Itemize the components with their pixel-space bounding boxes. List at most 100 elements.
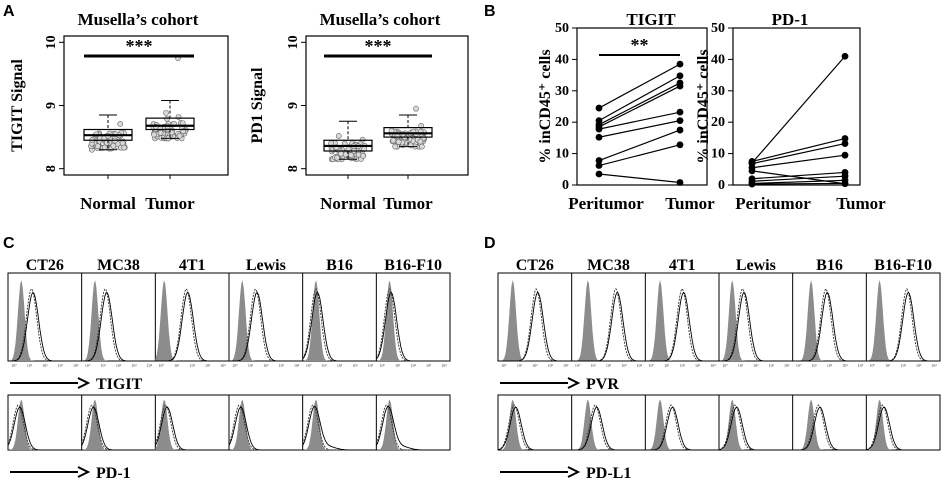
data-point (407, 142, 414, 149)
pair-line (598, 111, 681, 130)
box (145, 117, 195, 131)
data-point-tumor (841, 140, 849, 147)
stained-histogram (866, 291, 940, 362)
pair-line (751, 179, 846, 185)
axis-tick-label: 10² (827, 363, 833, 368)
y-tick-label: 9 (286, 102, 301, 109)
axis-tick-label: 10⁰ (649, 363, 655, 368)
data-point-tumor (841, 180, 849, 188)
panel-letter-b: B (484, 3, 496, 20)
x-category-label: Normal (320, 194, 376, 213)
outlier-point (413, 105, 419, 112)
data-point (334, 154, 340, 161)
axis-arrowhead (77, 466, 91, 478)
y-tick-label: 50 (711, 21, 725, 36)
stained-histogram-dashed (155, 288, 229, 362)
axis-tick-label: 10⁰ (159, 363, 165, 368)
axis-tick-label: 10¹ (100, 363, 106, 368)
stained-histogram (645, 406, 719, 451)
column-label: B16-F10 (874, 257, 932, 274)
y-tick-label: 9 (44, 102, 59, 109)
column-label: CT26 (26, 257, 64, 274)
axis-tick-label: 10⁴ (368, 363, 374, 368)
y-axis-label: % inCD45⁺ cells (695, 49, 712, 163)
data-point (94, 143, 101, 150)
data-point (163, 109, 169, 116)
pair-line (598, 120, 681, 138)
axis-tick-label: 10⁴ (73, 363, 79, 368)
pair-line (598, 75, 681, 122)
data-point-peritumor (595, 117, 603, 125)
stained-histogram-dashed (571, 404, 646, 451)
column-label: Lewis (246, 257, 286, 274)
axis-tick-label: 10⁴ (441, 363, 447, 368)
data-point (392, 143, 399, 150)
axis-tick-label: 10³ (621, 363, 627, 368)
x-category-label: Tumor (145, 194, 195, 213)
axis-tick-label: 10¹ (738, 363, 744, 368)
axis-tick-label: 10¹ (27, 363, 33, 368)
stained-histogram (81, 406, 156, 451)
isotype-histogram (302, 280, 377, 361)
axis-tick-label: 10¹ (664, 363, 670, 368)
data-point-peritumor (595, 133, 603, 141)
isotype-histogram (866, 399, 940, 450)
stained-histogram-dashed (792, 404, 867, 451)
axis-tick-label: 10³ (58, 363, 64, 368)
data-point (348, 152, 354, 159)
chart-layer: Musella’s cohort 8 9 10 TIGIT Signal Normal Tu… (7, 10, 941, 482)
stained-histogram (645, 291, 719, 362)
stained-histogram (571, 406, 646, 451)
pair-line (751, 55, 846, 164)
axis-tick-label: 10³ (695, 363, 701, 368)
data-point-peritumor (595, 157, 603, 164)
panel-letter-d: D (484, 235, 496, 252)
x-category-label: Normal (80, 194, 136, 213)
data-point (417, 138, 424, 145)
plot-frame (732, 27, 861, 186)
data-point (117, 120, 124, 127)
axis-tick-label: 10² (190, 363, 196, 368)
column-label: B16 (326, 257, 353, 274)
data-point-peritumor (595, 170, 603, 178)
y-tick-label: 20 (555, 115, 569, 130)
data-point (338, 150, 344, 157)
axis-tick-label: 10² (606, 363, 612, 368)
isotype-histogram (8, 280, 82, 361)
data-point (390, 137, 397, 144)
axis-tick-label: 10² (532, 363, 538, 368)
data-point (418, 143, 425, 150)
axis-arrowhead (567, 377, 581, 389)
stained-histogram (302, 291, 377, 362)
data-point-tumor (676, 179, 684, 186)
x-category-label: Peritumor (568, 194, 644, 213)
data-point-tumor (676, 60, 684, 68)
stained-histogram (498, 292, 572, 362)
axis-tick-label: 10² (753, 363, 759, 368)
y-tick-label: 10 (44, 35, 59, 49)
isotype-histogram (155, 399, 229, 450)
marker-label: TIGIT (96, 376, 143, 393)
pair-line (751, 137, 846, 163)
axis-tick-label: 10³ (916, 363, 922, 368)
pair-line (751, 170, 846, 185)
isotype-histogram (155, 280, 229, 361)
axis-tick-label: 10¹ (517, 363, 523, 368)
isotype-histogram (498, 280, 572, 361)
isotype-histogram (81, 280, 156, 361)
axis-tick-label: 10⁰ (796, 363, 802, 368)
data-point-tumor (841, 135, 849, 142)
axis-tick-label: 10¹ (590, 363, 596, 368)
axis-tick-label: 10⁴ (784, 363, 790, 368)
column-label: 4T1 (669, 257, 696, 274)
pair-line (751, 182, 846, 185)
chart-title: PD-1 (772, 10, 809, 29)
axis-tick-label: 10⁰ (85, 363, 91, 368)
stained-histogram (718, 406, 793, 451)
axis-tick-label: 10² (411, 363, 417, 368)
data-point (175, 114, 182, 120)
axis-tick-label: 10⁴ (294, 363, 300, 368)
axis-tick-label: 10⁰ (575, 363, 581, 368)
stained-histogram (81, 292, 156, 362)
stained-histogram-dashed (498, 288, 572, 362)
